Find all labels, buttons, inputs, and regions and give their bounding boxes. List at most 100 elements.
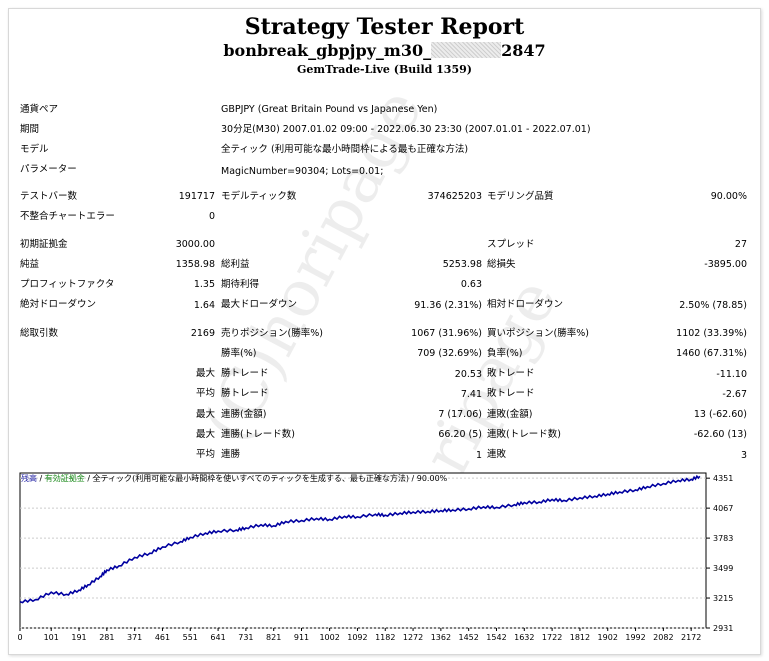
stat-value: -62.60 (13) <box>693 429 747 440</box>
stat-label: 買いポジション(勝率%) <box>487 328 589 339</box>
info-value: MagicNumber=90304; Lots=0.01; <box>221 166 384 177</box>
x-tick-label: 371 <box>127 633 142 642</box>
x-tick-label: 1272 <box>403 633 423 642</box>
stat-label: モデリング品質 <box>487 191 554 202</box>
stat-value: 1067 (31.96%) <box>411 328 482 339</box>
stat-value: 0 <box>208 211 215 222</box>
x-tick-label: 821 <box>266 633 281 642</box>
ea-name: bonbreak_gbpjpy_m30_ 2847 <box>0 41 769 60</box>
stat-prefix: 最大 <box>195 409 215 420</box>
x-tick-label: 191 <box>71 633 86 642</box>
stat-label: 純益 <box>20 259 40 270</box>
stat-label: 相対ドローダウン <box>487 299 564 310</box>
x-tick-label: 1632 <box>514 633 534 642</box>
x-tick-label: 0 <box>18 633 23 642</box>
chart-header-sep: / <box>37 474 45 483</box>
stat-label: スプレッド <box>487 239 535 250</box>
balance-line <box>19 474 701 604</box>
stat-prefix: 最大 <box>195 368 215 379</box>
x-tick-label: 551 <box>183 633 198 642</box>
stat-value: 3 <box>740 450 747 461</box>
stat-label: 初期証拠金 <box>20 239 68 250</box>
x-tick-label: 101 <box>44 633 59 642</box>
report-title: Strategy Tester Report <box>244 14 525 40</box>
stat-value: 1460 (67.31%) <box>676 348 747 359</box>
x-tick-label: 1722 <box>542 633 562 642</box>
y-tick-label: 3499 <box>713 564 733 573</box>
x-tick-label: 641 <box>210 633 225 642</box>
chart-header: 残高 / 有効証拠金 / 全ティック(利用可能な最小時間枠を使いすべてのティック… <box>21 473 447 484</box>
chart-header-sep: / <box>84 474 93 483</box>
stat-label: 連勝(金額) <box>221 409 267 420</box>
info-label: 通貨ペア <box>20 104 59 115</box>
x-tick-label: 1812 <box>570 633 590 642</box>
stat-value: 0.63 <box>460 279 482 290</box>
stat-value: 191717 <box>178 191 215 202</box>
x-tick-label: 911 <box>294 633 309 642</box>
x-tick-label: 1902 <box>598 633 618 642</box>
stat-label: 勝トレード <box>221 368 269 379</box>
stat-value: 91.36 (2.31%) <box>414 300 482 311</box>
stat-value: 7.41 <box>460 389 482 400</box>
stat-label: 連勝(トレード数) <box>221 429 295 440</box>
stat-label: 勝トレード <box>221 388 269 399</box>
stat-label: モデルティック数 <box>221 191 297 202</box>
build-info: GemTrade-Live (Build 1359) <box>297 63 472 76</box>
stat-value: 13 (-62.60) <box>693 409 747 420</box>
y-tick-label: 2931 <box>713 624 733 633</box>
stat-label: テストバー数 <box>20 191 78 202</box>
stat-label: 絶対ドローダウン <box>20 299 97 310</box>
stat-prefix: 平均 <box>195 449 215 460</box>
redacted-block <box>431 42 502 58</box>
stat-prefix: 最大 <box>195 429 215 440</box>
x-tick-label: 2172 <box>681 633 701 642</box>
stat-label: 総利益 <box>221 259 250 270</box>
info-label: パラメーター <box>20 164 77 175</box>
stat-value: 1102 (33.39%) <box>676 328 747 339</box>
stat-label: 期待利得 <box>221 279 260 290</box>
balance-chart: 2931 3215 3499 3783 4067 4351 0 101 191 281 371 461… <box>18 472 733 642</box>
stat-label: 最大ドローダウン <box>221 299 298 310</box>
stat-label: 総取引数 <box>20 328 59 339</box>
stat-value: 90.00% <box>710 191 747 202</box>
chart-header-equity: 有効証拠金 <box>44 474 85 483</box>
info-label: モデル <box>20 144 49 155</box>
x-tick-label: 1452 <box>459 633 479 642</box>
stat-value: 66.20 (5) <box>438 429 482 440</box>
stat-value: 2.50% (78.85) <box>679 300 747 311</box>
stat-value: -3895.00 <box>704 259 747 270</box>
x-tick-label: 461 <box>155 633 170 642</box>
stat-label: 売りポジション(勝率%) <box>221 328 323 339</box>
info-value: 全ティック (利用可能な最小時間枠による最も正確な方法) <box>221 144 469 155</box>
ea-name-suffix: 2847 <box>501 41 546 60</box>
info-label: 期間 <box>20 124 40 135</box>
ea-name-prefix: bonbreak_gbpjpy_m30_ <box>223 41 432 60</box>
stat-value: 709 (32.69%) <box>417 348 482 359</box>
x-tick-label: 1092 <box>347 633 367 642</box>
stat-label: 敗トレード <box>487 388 535 399</box>
stat-value: 1 <box>475 450 482 461</box>
x-tick-label: 731 <box>238 633 253 642</box>
stat-label: 連敗(金額) <box>487 409 533 420</box>
info-value: 30分足(M30) 2007.01.02 09:00 - 2022.06.30 … <box>221 124 591 135</box>
stat-value: -11.10 <box>716 369 747 380</box>
x-tick-label: 1542 <box>486 633 506 642</box>
stat-label: 総損失 <box>487 259 516 270</box>
y-tick-label: 4351 <box>713 474 733 483</box>
chart-header-model: 全ティック(利用可能な最小時間枠を使いすべてのティックを生成する、最も正確な方法… <box>92 474 409 483</box>
stat-label: 不整合チャートエラー <box>20 211 115 222</box>
stat-value: 1.35 <box>193 279 215 290</box>
plot-area <box>19 472 707 629</box>
stat-value: -2.67 <box>722 389 747 400</box>
stat-value: 20.53 <box>454 369 482 380</box>
stat-value: 1.64 <box>193 300 215 311</box>
stat-value: 5253.98 <box>442 259 482 270</box>
stat-label: 負率(%) <box>487 348 523 359</box>
chart-header-sep: / <box>408 474 417 483</box>
chart-header-balance: 残高 <box>21 474 37 483</box>
stat-prefix: 平均 <box>195 388 215 399</box>
stat-value: 3000.00 <box>175 239 215 250</box>
x-tick-label: 1182 <box>375 633 395 642</box>
stat-label: 敗トレード <box>487 368 535 379</box>
x-tick-label: 2082 <box>653 633 673 642</box>
